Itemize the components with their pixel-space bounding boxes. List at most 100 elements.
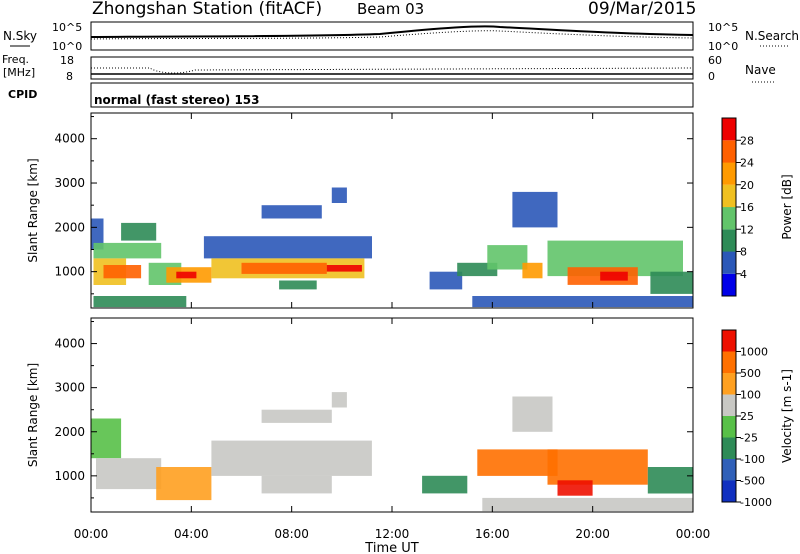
nsearch-tick-high: 10^5 bbox=[708, 21, 738, 34]
y-tick-label: 4000 bbox=[54, 337, 85, 351]
colorbar-segment-8 bbox=[722, 118, 736, 141]
nave-trace bbox=[91, 67, 694, 74]
nave-tick-high: 60 bbox=[708, 54, 722, 67]
colorbar-segment-4 bbox=[722, 207, 736, 230]
data-region-17 bbox=[429, 271, 463, 290]
y-tick-label: 1000 bbox=[54, 265, 85, 279]
data-region-24 bbox=[600, 271, 628, 281]
data-region-5 bbox=[261, 475, 332, 494]
data-region-18 bbox=[457, 262, 498, 277]
x-axis: 00:00 04:00 08:00 12:00 16:00 20:00 00:00 bbox=[74, 527, 711, 541]
nsky-trace bbox=[90, 25, 694, 38]
nsky-tick-low: 10^0 bbox=[52, 40, 82, 53]
y-tick-label: 2000 bbox=[54, 425, 85, 439]
data-region-6 bbox=[261, 409, 332, 423]
freq-strip-frame bbox=[90, 56, 694, 80]
y-tick-label: 3000 bbox=[54, 176, 85, 190]
x-tick-label: 08:00 bbox=[274, 527, 309, 541]
freq-label-line1: Freq. bbox=[2, 53, 29, 66]
data-region-26 bbox=[472, 296, 693, 308]
colorbar-segment-4 bbox=[722, 416, 736, 438]
colorbar-tick-label: -25 bbox=[740, 432, 758, 445]
y-axis-label: Slant Range [km] bbox=[26, 158, 40, 262]
data-region-12 bbox=[241, 262, 327, 274]
colorbar-segment-2 bbox=[722, 251, 736, 274]
data-region-14 bbox=[279, 280, 317, 290]
data-region-3 bbox=[156, 467, 212, 501]
beam-label: Beam 03 bbox=[357, 0, 424, 18]
y-tick-label: 2000 bbox=[54, 220, 85, 234]
data-region-4 bbox=[211, 440, 372, 476]
colorbar-tick-label: 12 bbox=[740, 223, 754, 236]
freq-tick-high: 18 bbox=[60, 54, 74, 67]
colorbar-tick-label: 100 bbox=[740, 389, 761, 402]
data-region-10 bbox=[203, 236, 372, 259]
x-axis-label: Time UT bbox=[364, 541, 418, 554]
colorbar-segment-3 bbox=[722, 229, 736, 252]
cpid-strip: CPID normal (fast stereo) 153 bbox=[8, 82, 694, 108]
data-region-7 bbox=[331, 392, 347, 408]
data-region-1 bbox=[91, 218, 104, 250]
data-region-9 bbox=[477, 449, 558, 476]
data-region-19 bbox=[487, 245, 528, 270]
colorbar-segment-5 bbox=[722, 184, 736, 208]
colorbar-tick-label: 25 bbox=[740, 410, 754, 423]
y-tick-label: 3000 bbox=[54, 381, 85, 395]
colorbar-segment-6 bbox=[722, 162, 736, 185]
data-region-9 bbox=[93, 296, 187, 308]
colorbar-segment-7 bbox=[722, 140, 736, 163]
colorbar-tick-label: 24 bbox=[740, 157, 754, 170]
freq-strip: Freq. [MHz] 18 8 60 0 Nave bbox=[2, 53, 776, 83]
data-region-16 bbox=[331, 187, 347, 203]
cpid-strip-frame bbox=[90, 82, 694, 108]
colorbar-tick-label: -500 bbox=[740, 475, 765, 488]
colorbar-segment-6 bbox=[722, 373, 736, 395]
data-region-20 bbox=[522, 262, 543, 279]
x-tick-label: 12:00 bbox=[375, 527, 410, 541]
colorbar-tick-label: 1000 bbox=[740, 346, 768, 359]
nsky-tick-high: 10^5 bbox=[52, 21, 82, 34]
data-region-13 bbox=[647, 467, 693, 494]
colorbar-label: Velocity [m s-1] bbox=[780, 369, 794, 463]
x-tick-label: 20:00 bbox=[575, 527, 610, 541]
y-tick-label: 4000 bbox=[54, 132, 85, 146]
colorbar-tick-label: -1000 bbox=[740, 496, 772, 509]
nsky-label: N.Sky bbox=[3, 29, 37, 43]
data-region-25 bbox=[650, 271, 693, 294]
cpid-label: CPID bbox=[8, 88, 37, 101]
colorbar-tick-label: 20 bbox=[740, 179, 754, 192]
nsearch-trace bbox=[90, 30, 694, 40]
colorbar-tick-label: 16 bbox=[740, 201, 754, 214]
y-tick-label: 1000 bbox=[54, 469, 85, 483]
colorbar-tick-label: -100 bbox=[740, 453, 765, 466]
data-region-14 bbox=[482, 497, 693, 512]
x-tick-label: 00:00 bbox=[676, 527, 711, 541]
data-region-5 bbox=[121, 222, 157, 241]
x-tick-label: 04:00 bbox=[174, 527, 209, 541]
y-axis-label: Slant Range [km] bbox=[26, 363, 40, 467]
nave-tick-low: 0 bbox=[708, 70, 715, 83]
data-region-4 bbox=[103, 265, 142, 279]
colorbar-segment-2 bbox=[722, 459, 736, 481]
data-region-13 bbox=[326, 265, 362, 272]
data-region-10 bbox=[512, 396, 553, 432]
date-label: 09/Mar/2015 bbox=[588, 0, 696, 19]
colorbar-segment-7 bbox=[722, 351, 736, 373]
freq-label-line2: [MHz] bbox=[3, 66, 35, 79]
data-region-8 bbox=[176, 271, 197, 279]
data-region-21 bbox=[512, 191, 558, 228]
data-region-1 bbox=[91, 418, 122, 459]
colorbar-tick-label: 28 bbox=[740, 134, 754, 147]
cpid-mode-text: normal (fast stereo) 153 bbox=[94, 93, 260, 107]
colorbar-tick-label: 8 bbox=[740, 246, 747, 259]
power-panel: 1000 2000 3000 4000 Slant Range [km] 4 8 12 16 20… bbox=[26, 112, 794, 309]
nsearch-tick-low: 10^0 bbox=[708, 40, 738, 53]
colorbar-segment-1 bbox=[722, 480, 736, 502]
colorbar-tick-label: 4 bbox=[740, 268, 747, 281]
data-region-12 bbox=[557, 480, 593, 496]
data-region-11 bbox=[547, 449, 648, 485]
data-region-15 bbox=[261, 205, 322, 219]
data-region-2 bbox=[96, 458, 162, 490]
colorbar-segment-1 bbox=[722, 273, 736, 297]
nsearch-label: N.Search bbox=[745, 29, 799, 43]
